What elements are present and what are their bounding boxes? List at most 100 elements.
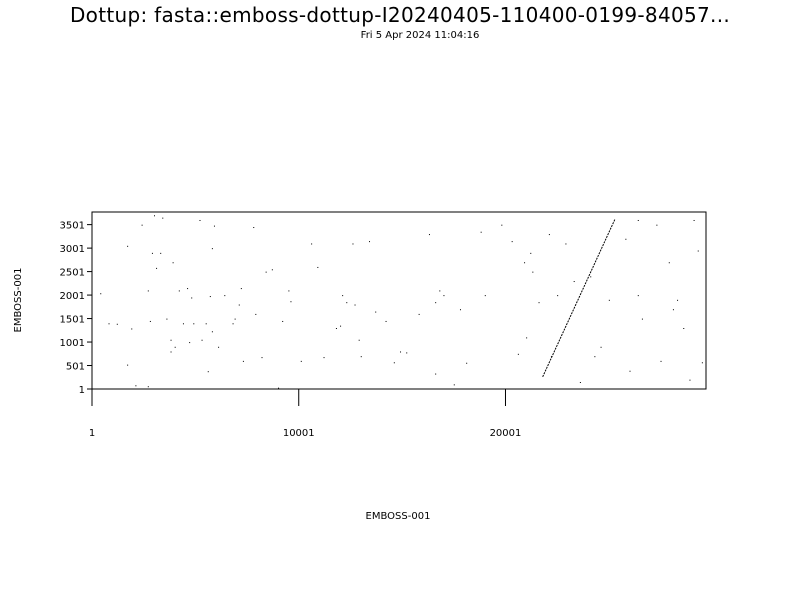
match-point <box>156 267 158 269</box>
match-point <box>201 339 203 341</box>
match-point <box>375 311 377 313</box>
match-point <box>238 304 240 306</box>
diagonal-match-line <box>542 218 616 378</box>
match-point <box>565 243 567 245</box>
match-point <box>538 302 540 304</box>
match-point <box>459 309 461 311</box>
match-point <box>418 313 420 315</box>
match-point <box>189 342 191 344</box>
match-point <box>300 360 302 362</box>
match-point <box>385 320 387 322</box>
match-point <box>660 360 662 362</box>
match-point <box>147 386 149 388</box>
match-point <box>224 295 226 297</box>
match-point <box>672 309 674 311</box>
match-point <box>187 288 189 290</box>
match-point <box>453 384 455 386</box>
chart-subtitle: Fri 5 Apr 2024 11:04:16 <box>360 30 480 41</box>
y-tick-label: 1 <box>79 385 85 396</box>
match-point <box>193 323 195 325</box>
match-points <box>100 215 703 389</box>
match-point <box>240 288 242 290</box>
y-tick-label: 3001 <box>60 244 85 255</box>
match-point <box>484 295 486 297</box>
match-point <box>548 234 550 236</box>
match-point <box>211 248 213 250</box>
match-point <box>100 293 102 295</box>
y-tick-label: 2001 <box>60 291 85 302</box>
match-point <box>557 295 559 297</box>
match-point <box>323 357 325 359</box>
match-point <box>290 301 292 303</box>
match-point <box>435 302 437 304</box>
match-point <box>172 262 174 264</box>
match-point <box>127 245 129 247</box>
match-point <box>590 276 592 278</box>
x-tick-label: 1 <box>89 428 95 439</box>
match-point <box>517 353 519 355</box>
match-point <box>579 382 581 384</box>
match-point <box>261 357 263 359</box>
match-point <box>147 290 149 292</box>
match-point <box>317 266 319 268</box>
match-point <box>108 323 110 325</box>
match-point <box>435 373 437 375</box>
match-point <box>656 224 658 226</box>
match-point <box>352 243 354 245</box>
match-point <box>466 362 468 364</box>
match-point <box>135 385 137 387</box>
match-point <box>369 241 371 243</box>
y-tick-label: 1001 <box>60 338 85 349</box>
y-tick-label: 2501 <box>60 268 85 279</box>
match-point <box>191 297 193 299</box>
match-point <box>271 269 273 271</box>
match-point <box>154 215 156 217</box>
match-point <box>178 290 180 292</box>
match-point <box>360 356 362 358</box>
y-tick-label: 1501 <box>60 315 85 326</box>
match-point <box>253 227 255 229</box>
match-point <box>232 323 234 325</box>
match-point <box>166 318 168 320</box>
match-point <box>209 296 211 298</box>
match-point <box>637 295 639 297</box>
match-point <box>524 262 526 264</box>
match-point <box>573 281 575 283</box>
match-point <box>526 337 528 339</box>
match-point <box>625 238 627 240</box>
match-point <box>600 346 602 348</box>
chart-title: Dottup: fasta::emboss-dottup-I20240405-1… <box>69 3 731 27</box>
match-point <box>342 295 344 297</box>
match-point <box>530 252 532 254</box>
match-point <box>288 290 290 292</box>
x-axis: 1 10001 20001 <box>89 389 521 439</box>
match-point <box>205 323 207 325</box>
match-point <box>629 370 631 372</box>
match-point <box>393 362 395 364</box>
match-point <box>346 302 348 304</box>
y-tick-label: 501 <box>66 362 85 373</box>
match-point <box>174 346 176 348</box>
match-point <box>668 262 670 264</box>
match-point <box>693 219 695 221</box>
match-point <box>207 371 209 373</box>
match-point <box>199 219 201 221</box>
match-point <box>358 339 360 341</box>
match-point <box>443 295 445 297</box>
y-tick-label: 3501 <box>60 221 85 232</box>
match-point <box>311 243 313 245</box>
plot-frame <box>91 211 707 390</box>
match-point <box>608 299 610 301</box>
x-tick-label: 10001 <box>283 428 315 439</box>
match-point <box>701 362 703 364</box>
match-point <box>677 299 679 301</box>
match-point <box>160 252 162 254</box>
match-point <box>242 360 244 362</box>
match-point <box>637 219 639 221</box>
match-point <box>234 318 236 320</box>
x-axis-label: EMBOSS-001 <box>366 511 431 522</box>
match-point <box>511 241 513 243</box>
match-point <box>213 225 215 227</box>
